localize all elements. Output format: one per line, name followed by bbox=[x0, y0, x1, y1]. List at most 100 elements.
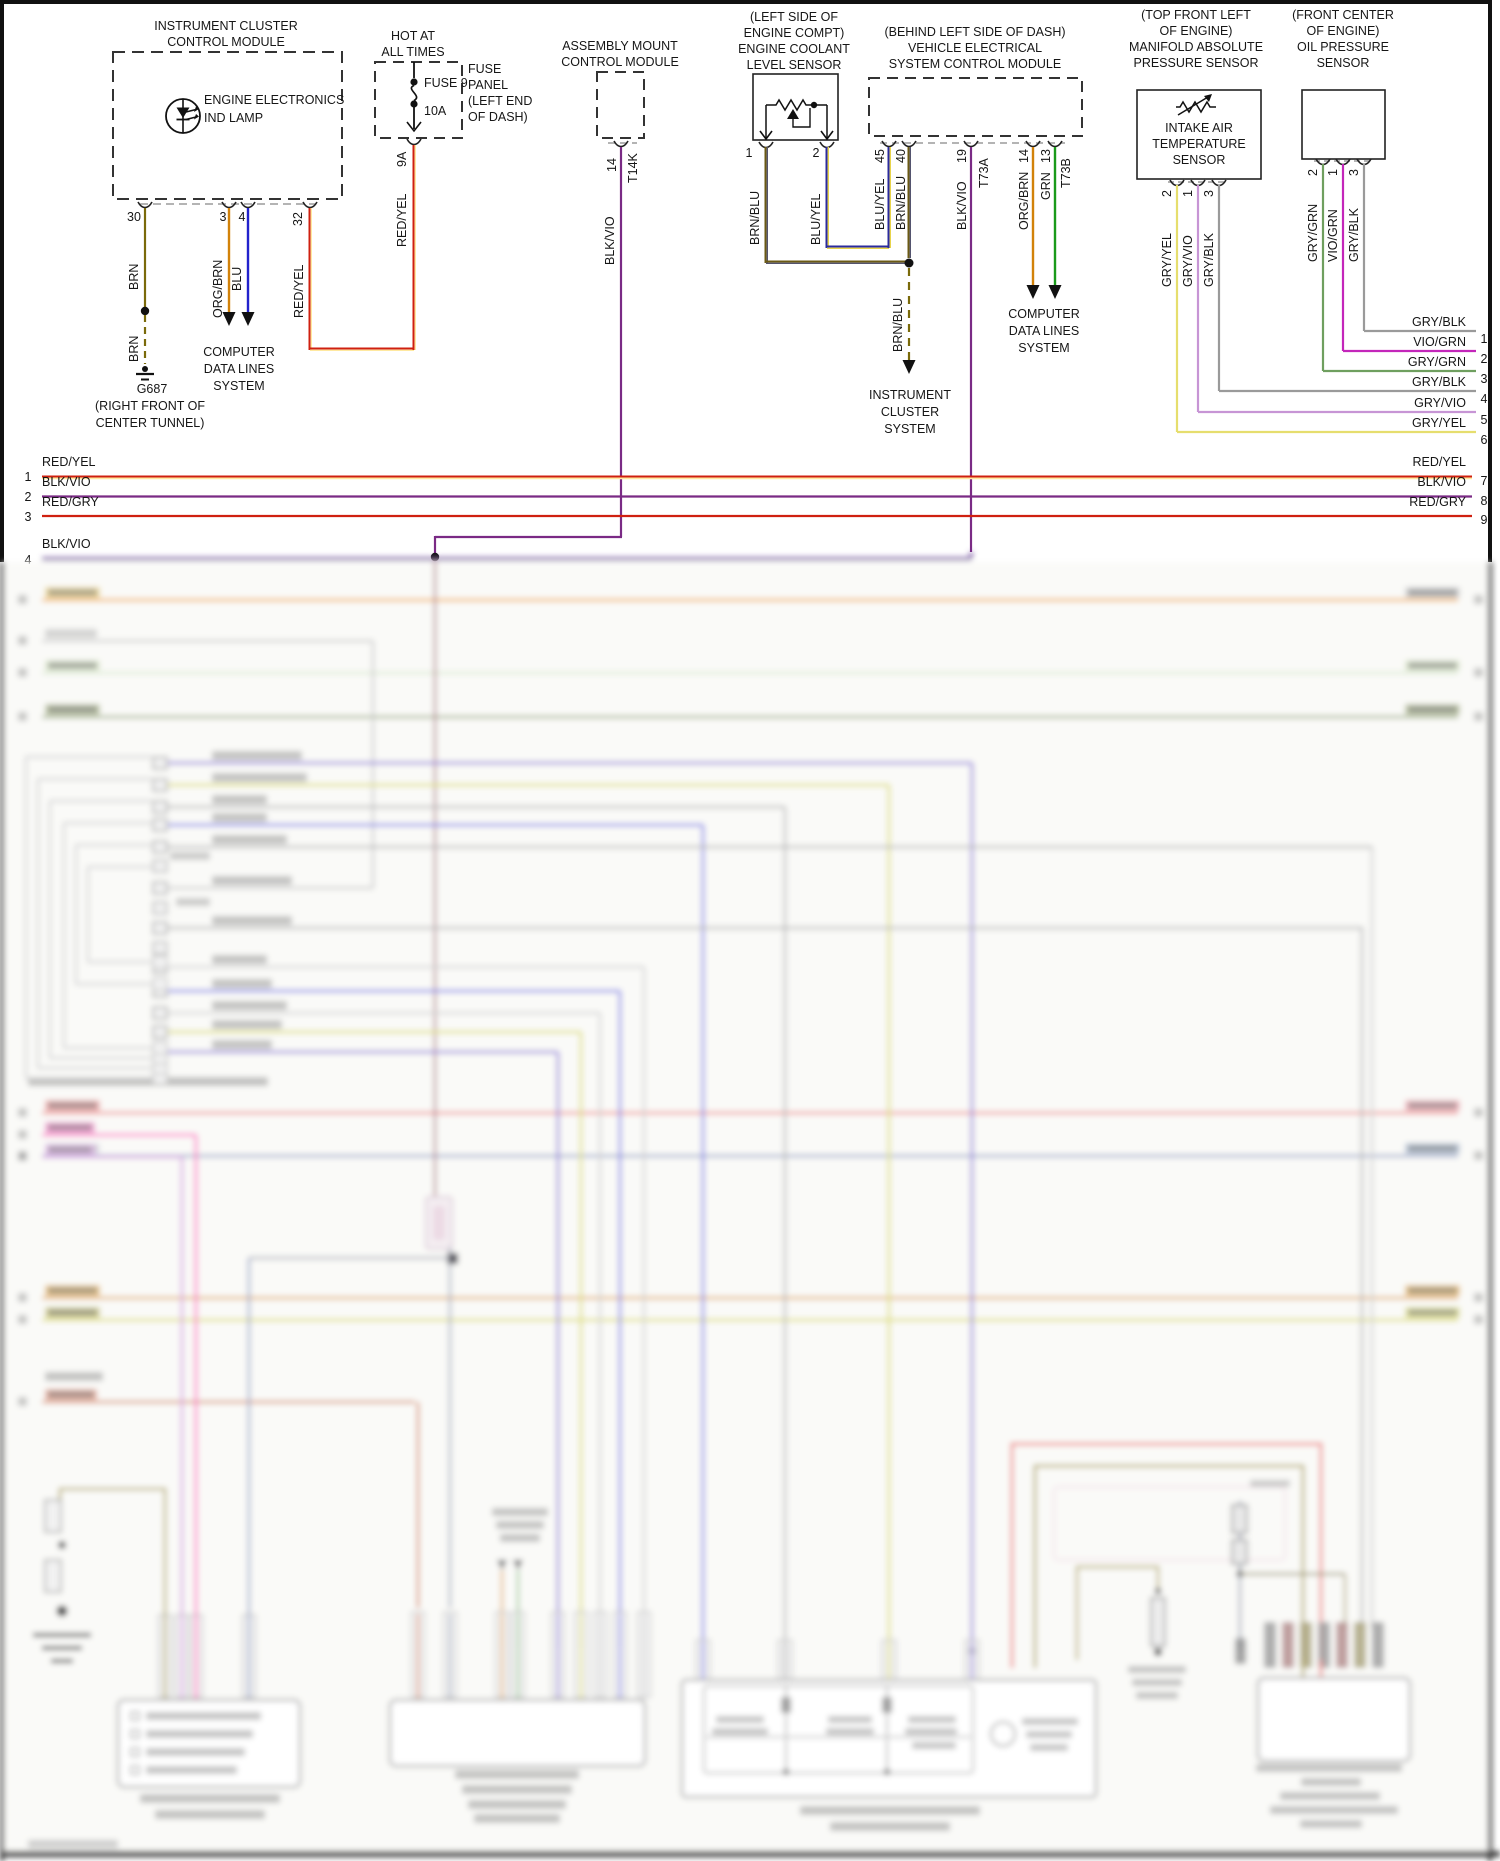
svg-text:(LEFT SIDE OF: (LEFT SIDE OF bbox=[750, 10, 838, 24]
svg-text:HOT AT: HOT AT bbox=[391, 29, 435, 43]
svg-text:9: 9 bbox=[1481, 513, 1488, 527]
svg-text:FUSE 9: FUSE 9 bbox=[424, 76, 468, 90]
svg-text:GRY/BLK: GRY/BLK bbox=[1347, 207, 1361, 262]
svg-text:OF ENGINE): OF ENGINE) bbox=[1307, 24, 1380, 38]
svg-text:BRN/BLU: BRN/BLU bbox=[894, 176, 908, 230]
svg-text:3: 3 bbox=[1481, 372, 1488, 386]
svg-text:RED/GRY: RED/GRY bbox=[1409, 495, 1466, 509]
svg-text:BLU/YEL: BLU/YEL bbox=[809, 194, 823, 245]
svg-text:INSTRUMENT CLUSTER: INSTRUMENT CLUSTER bbox=[154, 19, 298, 33]
svg-text:3: 3 bbox=[220, 210, 227, 224]
svg-text:1: 1 bbox=[1326, 169, 1340, 176]
svg-text:VEHICLE ELECTRICAL: VEHICLE ELECTRICAL bbox=[908, 41, 1042, 55]
svg-text:COMPUTER: COMPUTER bbox=[1008, 307, 1080, 321]
svg-text:3: 3 bbox=[1347, 169, 1361, 176]
svg-text:T73A: T73A bbox=[977, 157, 991, 188]
svg-text:TEMPERATURE: TEMPERATURE bbox=[1152, 137, 1246, 151]
svg-text:ORG/BRN: ORG/BRN bbox=[1017, 172, 1031, 230]
svg-text:19: 19 bbox=[955, 149, 969, 163]
svg-text:4: 4 bbox=[25, 553, 32, 567]
svg-text:GRY/GRN: GRY/GRN bbox=[1408, 355, 1466, 369]
svg-text:BRN/BLU: BRN/BLU bbox=[891, 298, 905, 352]
svg-text:30: 30 bbox=[127, 210, 141, 224]
svg-text:40: 40 bbox=[894, 149, 908, 163]
svg-text:ENGINE COOLANT: ENGINE COOLANT bbox=[738, 42, 850, 56]
svg-text:BRN/BLU: BRN/BLU bbox=[748, 191, 762, 245]
svg-text:RED/GRY: RED/GRY bbox=[42, 495, 99, 509]
svg-text:DATA LINES: DATA LINES bbox=[1009, 324, 1079, 338]
svg-text:T14K: T14K bbox=[626, 152, 640, 183]
svg-text:DATA LINES: DATA LINES bbox=[204, 362, 274, 376]
svg-text:(LEFT END: (LEFT END bbox=[468, 94, 532, 108]
svg-text:GRN: GRN bbox=[1039, 172, 1053, 200]
svg-text:BLK/VIO: BLK/VIO bbox=[42, 537, 91, 551]
svg-text:ORG/BRN: ORG/BRN bbox=[211, 260, 225, 318]
svg-text:2: 2 bbox=[25, 490, 32, 504]
svg-text:SENSOR: SENSOR bbox=[1317, 56, 1370, 70]
svg-text:RED/YEL: RED/YEL bbox=[1413, 455, 1467, 469]
svg-text:3: 3 bbox=[25, 510, 32, 524]
svg-text:2: 2 bbox=[1481, 352, 1488, 366]
svg-text:BLU/YEL: BLU/YEL bbox=[873, 179, 887, 230]
svg-text:IND LAMP: IND LAMP bbox=[204, 111, 263, 125]
svg-text:14: 14 bbox=[605, 158, 619, 172]
svg-text:SYSTEM: SYSTEM bbox=[213, 379, 264, 393]
svg-text:ENGINE ELECTRONICS: ENGINE ELECTRONICS bbox=[204, 93, 344, 107]
svg-text:COMPUTER: COMPUTER bbox=[203, 345, 275, 359]
svg-text:GRY/BLK: GRY/BLK bbox=[1412, 375, 1467, 389]
svg-text:GRY/BLK: GRY/BLK bbox=[1202, 232, 1216, 287]
svg-text:14: 14 bbox=[1017, 149, 1031, 163]
svg-text:ASSEMBLY MOUNT: ASSEMBLY MOUNT bbox=[562, 39, 678, 53]
svg-text:9A: 9A bbox=[395, 151, 409, 167]
svg-text:CENTER TUNNEL): CENTER TUNNEL) bbox=[96, 416, 205, 430]
svg-text:INTAKE AIR: INTAKE AIR bbox=[1165, 121, 1233, 135]
svg-text:(TOP FRONT LEFT: (TOP FRONT LEFT bbox=[1141, 8, 1251, 22]
svg-text:BRN: BRN bbox=[127, 264, 141, 290]
svg-text:8: 8 bbox=[1481, 494, 1488, 508]
svg-text:10A: 10A bbox=[424, 104, 447, 118]
svg-text:GRY/VIO: GRY/VIO bbox=[1414, 396, 1466, 410]
svg-text:1: 1 bbox=[25, 470, 32, 484]
svg-text:2: 2 bbox=[1306, 169, 1320, 176]
svg-text:G687: G687 bbox=[137, 382, 168, 396]
svg-text:T73B: T73B bbox=[1059, 158, 1073, 188]
svg-text:GRY/GRN: GRY/GRN bbox=[1306, 204, 1320, 262]
svg-text:2: 2 bbox=[1160, 190, 1174, 197]
svg-text:INSTRUMENT: INSTRUMENT bbox=[869, 388, 951, 402]
svg-text:GRY/YEL: GRY/YEL bbox=[1412, 416, 1466, 430]
svg-text:32: 32 bbox=[291, 212, 305, 226]
svg-text:PANEL: PANEL bbox=[468, 78, 508, 92]
svg-text:BRN: BRN bbox=[127, 336, 141, 362]
svg-text:(BEHIND LEFT SIDE OF DASH): (BEHIND LEFT SIDE OF DASH) bbox=[884, 25, 1065, 39]
svg-text:RED/YEL: RED/YEL bbox=[42, 455, 96, 469]
svg-text:VIO/GRN: VIO/GRN bbox=[1413, 335, 1466, 349]
svg-text:LEVEL SENSOR: LEVEL SENSOR bbox=[747, 58, 842, 72]
svg-text:1: 1 bbox=[746, 146, 753, 160]
svg-text:GRY/BLK: GRY/BLK bbox=[1412, 315, 1467, 329]
svg-text:(RIGHT FRONT OF: (RIGHT FRONT OF bbox=[95, 399, 205, 413]
svg-text:4: 4 bbox=[239, 210, 246, 224]
svg-text:OIL PRESSURE: OIL PRESSURE bbox=[1297, 40, 1389, 54]
svg-text:7: 7 bbox=[1481, 474, 1488, 488]
svg-text:BLK/VIO: BLK/VIO bbox=[955, 181, 969, 230]
svg-text:6: 6 bbox=[1481, 433, 1488, 447]
svg-text:3: 3 bbox=[1202, 190, 1216, 197]
svg-text:PRESSURE SENSOR: PRESSURE SENSOR bbox=[1133, 56, 1258, 70]
svg-text:13: 13 bbox=[1039, 149, 1053, 163]
svg-text:CONTROL MODULE: CONTROL MODULE bbox=[167, 35, 285, 49]
svg-text:1: 1 bbox=[1481, 332, 1488, 346]
svg-text:ALL TIMES: ALL TIMES bbox=[381, 45, 444, 59]
svg-text:RED/YEL: RED/YEL bbox=[395, 193, 409, 247]
svg-text:SYSTEM: SYSTEM bbox=[884, 422, 935, 436]
svg-text:VIO/GRN: VIO/GRN bbox=[1326, 209, 1340, 262]
svg-text:OF ENGINE): OF ENGINE) bbox=[1160, 24, 1233, 38]
svg-text:RED/YEL: RED/YEL bbox=[292, 264, 306, 318]
svg-text:SYSTEM: SYSTEM bbox=[1018, 341, 1069, 355]
svg-text:1: 1 bbox=[1181, 190, 1195, 197]
svg-text:SYSTEM CONTROL MODULE: SYSTEM CONTROL MODULE bbox=[889, 57, 1061, 71]
svg-text:GRY/VIO: GRY/VIO bbox=[1181, 235, 1195, 287]
svg-text:5: 5 bbox=[1481, 413, 1488, 427]
svg-text:FUSE: FUSE bbox=[468, 62, 501, 76]
svg-text:OF DASH): OF DASH) bbox=[468, 110, 528, 124]
svg-text:BLK/VIO: BLK/VIO bbox=[1417, 475, 1466, 489]
